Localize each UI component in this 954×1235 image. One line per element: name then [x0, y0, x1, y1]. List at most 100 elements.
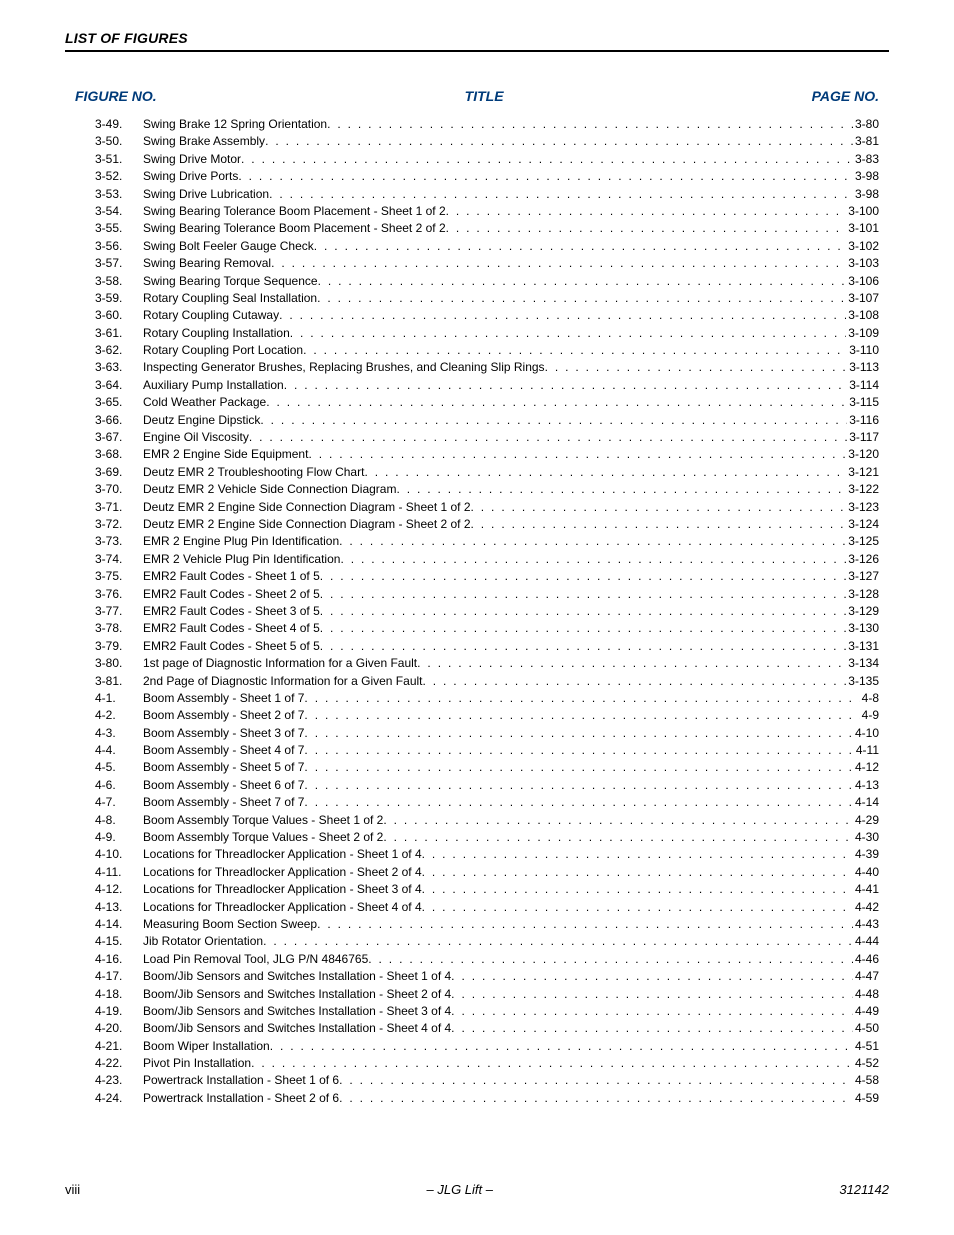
leader-dots	[422, 881, 853, 898]
page-number: 3-109	[846, 325, 879, 342]
figure-title-cell: Auxiliary Pump Installation	[143, 377, 847, 394]
figure-entry: 3-54.Swing Bearing Tolerance Boom Placem…	[75, 203, 879, 220]
page-footer: viii – JLG Lift – 3121142	[65, 1182, 889, 1197]
leader-dots	[320, 568, 847, 585]
figure-title: Deutz EMR 2 Engine Side Connection Diagr…	[143, 499, 471, 516]
leader-dots	[339, 1072, 853, 1089]
figure-number: 3-50.	[75, 133, 143, 150]
figure-entry: 4-14.Measuring Boom Section Sweep4-43	[75, 916, 879, 933]
figure-number: 3-80.	[75, 655, 143, 672]
figure-title-cell: EMR2 Fault Codes - Sheet 3 of 5	[143, 603, 846, 620]
figure-entry: 3-55.Swing Bearing Tolerance Boom Placem…	[75, 220, 879, 237]
figure-title: Rotary Coupling Port Location	[143, 342, 303, 359]
leader-dots	[271, 255, 846, 272]
figure-title-cell: Pivot Pin Installation	[143, 1055, 853, 1072]
figure-number: 4-18.	[75, 986, 143, 1003]
leader-dots	[422, 864, 853, 881]
col-page: PAGE NO.	[812, 88, 879, 104]
page-number: 4-14	[853, 794, 879, 811]
figure-entry: 3-79.EMR2 Fault Codes - Sheet 5 of 53-13…	[75, 638, 879, 655]
figure-title: Swing Bolt Feeler Gauge Check	[143, 238, 314, 255]
figure-number: 4-20.	[75, 1020, 143, 1037]
figure-title: EMR 2 Vehicle Plug Pin Identification	[143, 551, 340, 568]
figure-title-cell: Swing Brake 12 Spring Orientation	[143, 116, 853, 133]
page-number: 4-41	[853, 881, 879, 898]
page-number: 4-50	[853, 1020, 879, 1037]
figure-entry: 4-3.Boom Assembly - Sheet 3 of 74-10	[75, 725, 879, 742]
leader-dots	[304, 690, 859, 707]
figure-title-cell: Rotary Coupling Installation	[143, 325, 846, 342]
figure-title: Swing Drive Ports	[143, 168, 238, 185]
figure-title: Deutz EMR 2 Engine Side Connection Diagr…	[143, 516, 471, 533]
figure-title-cell: Boom/Jib Sensors and Switches Installati…	[143, 986, 853, 1003]
figure-entry: 3-70.Deutz EMR 2 Vehicle Side Connection…	[75, 481, 879, 498]
figure-title: Rotary Coupling Installation	[143, 325, 290, 342]
figure-entry: 3-63.Inspecting Generator Brushes, Repla…	[75, 359, 879, 376]
figure-number: 3-62.	[75, 342, 143, 359]
figure-title-cell: Inspecting Generator Brushes, Replacing …	[143, 359, 847, 376]
figure-title: Inspecting Generator Brushes, Replacing …	[143, 359, 545, 376]
footer-center: – JLG Lift –	[427, 1182, 493, 1197]
leader-dots	[320, 603, 847, 620]
figure-entry: 3-81.2nd Page of Diagnostic Information …	[75, 673, 879, 690]
figure-title-cell: Boom Assembly - Sheet 3 of 7	[143, 725, 853, 742]
figure-entry: 4-13.Locations for Threadlocker Applicat…	[75, 899, 879, 916]
figure-title-cell: Boom Assembly - Sheet 6 of 7	[143, 777, 853, 794]
page-number: 4-13	[853, 777, 879, 794]
page-number: 4-43	[853, 916, 879, 933]
leader-dots	[266, 394, 847, 411]
figure-title: Locations for Threadlocker Application -…	[143, 864, 422, 881]
leader-dots	[545, 359, 848, 376]
page-number: 3-101	[846, 220, 879, 237]
figure-title-cell: Locations for Threadlocker Application -…	[143, 846, 853, 863]
figure-number: 4-7.	[75, 794, 143, 811]
figure-entry: 4-11.Locations for Threadlocker Applicat…	[75, 864, 879, 881]
figure-title-cell: Locations for Threadlocker Application -…	[143, 881, 853, 898]
figure-title: 2nd Page of Diagnostic Information for a…	[143, 673, 423, 690]
col-title: TITLE	[465, 88, 504, 104]
leader-dots	[417, 655, 846, 672]
page-number: 4-46	[853, 951, 879, 968]
figure-entry: 3-59.Rotary Coupling Seal Installation3-…	[75, 290, 879, 307]
figure-title: EMR2 Fault Codes - Sheet 5 of 5	[143, 638, 320, 655]
page-number: 4-42	[853, 899, 879, 916]
figure-title: Swing Brake Assembly	[143, 133, 265, 150]
figure-number: 4-24.	[75, 1090, 143, 1107]
figure-title-cell: EMR2 Fault Codes - Sheet 1 of 5	[143, 568, 846, 585]
leader-dots	[471, 516, 847, 533]
page-number: 3-125	[846, 533, 879, 550]
figure-number: 4-9.	[75, 829, 143, 846]
figure-title: Boom Assembly - Sheet 7 of 7	[143, 794, 304, 811]
figure-title-cell: EMR2 Fault Codes - Sheet 2 of 5	[143, 586, 846, 603]
figure-number: 3-71.	[75, 499, 143, 516]
figure-title: Swing Bearing Torque Sequence	[143, 273, 318, 290]
leader-dots	[263, 933, 853, 950]
figure-title-cell: Rotary Coupling Seal Installation	[143, 290, 846, 307]
leader-dots	[320, 586, 847, 603]
page-number: 4-10	[853, 725, 879, 742]
figure-number: 3-57.	[75, 255, 143, 272]
leader-dots	[265, 133, 853, 150]
figure-entry: 3-62.Rotary Coupling Port Location3-110	[75, 342, 879, 359]
figure-title-cell: Boom Assembly Torque Values - Sheet 2 of…	[143, 829, 853, 846]
figure-title: Boom Assembly - Sheet 3 of 7	[143, 725, 304, 742]
figure-title: Engine Oil Viscosity	[143, 429, 249, 446]
figure-number: 4-19.	[75, 1003, 143, 1020]
figure-number: 3-54.	[75, 203, 143, 220]
figure-number: 4-21.	[75, 1038, 143, 1055]
figure-title-cell: Powertrack Installation - Sheet 1 of 6	[143, 1072, 853, 1089]
leader-dots	[249, 429, 847, 446]
page-number: 4-8	[860, 690, 879, 707]
leader-dots	[451, 968, 853, 985]
page-number: 3-115	[847, 394, 879, 411]
figure-title-cell: Locations for Threadlocker Application -…	[143, 899, 853, 916]
figure-title: EMR 2 Engine Plug Pin Identification	[143, 533, 339, 550]
figure-entry: 3-60.Rotary Coupling Cutaway3-108	[75, 307, 879, 324]
figure-entry: 4-2.Boom Assembly - Sheet 2 of 74-9	[75, 707, 879, 724]
figure-title-cell: EMR 2 Engine Side Equipment	[143, 446, 846, 463]
figure-entry: 4-15.Jib Rotator Orientation4-44	[75, 933, 879, 950]
leader-dots	[279, 307, 846, 324]
leader-dots	[269, 186, 853, 203]
section-title: LIST OF FIGURES	[65, 30, 889, 46]
leader-dots	[304, 794, 853, 811]
